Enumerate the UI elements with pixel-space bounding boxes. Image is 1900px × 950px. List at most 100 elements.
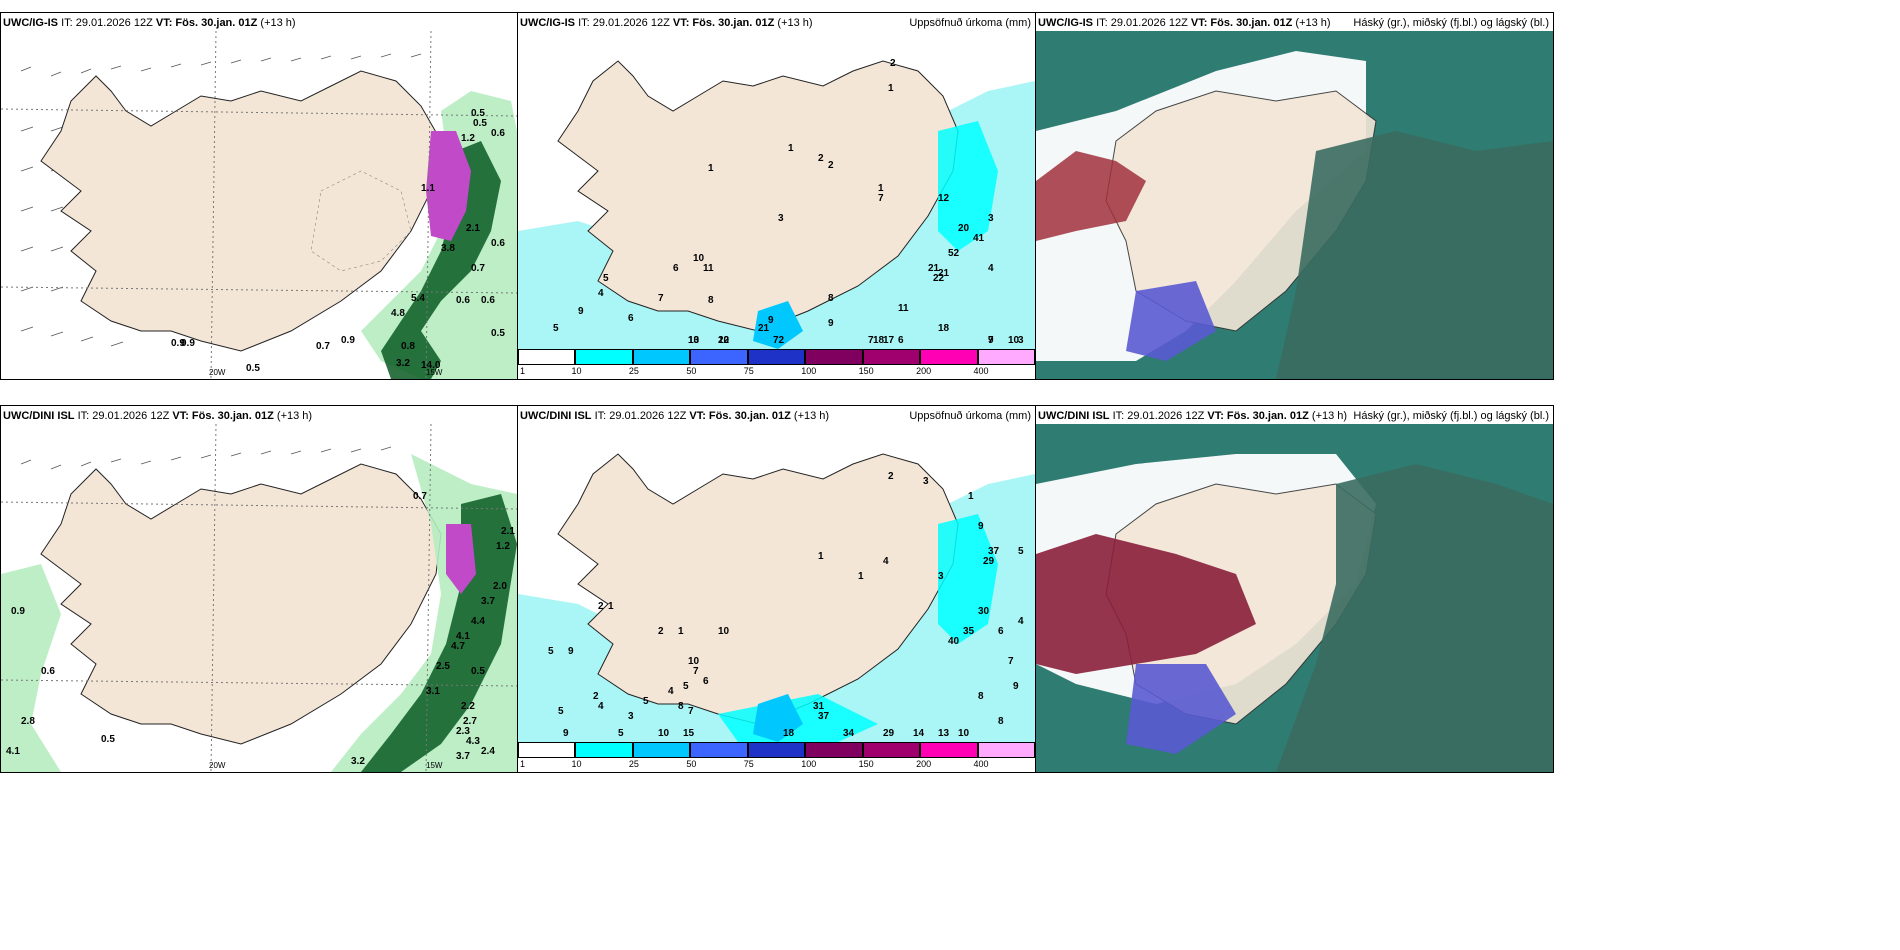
- wind-value-label: 4.8: [391, 308, 405, 319]
- valid-time: Fös. 30.jan. 01Z: [708, 410, 791, 422]
- precip-value-label: 3: [1018, 335, 1024, 346]
- wind-value-label: 1.2: [461, 133, 475, 144]
- precip-value-label: 34: [843, 728, 855, 739]
- colorbar-tick: 50: [686, 759, 697, 769]
- wind-value-labels: 0.5 1.2 0.6 0.5 1.1 3.8 0.7 0.6 0.6 0.6 5.4 4.8 0.7 0…: [171, 108, 505, 374]
- precip-value-labels: 2112211373412204152212122101167589456131…: [553, 58, 1024, 346]
- precip-value-label: 5: [643, 696, 649, 707]
- precip-value-label: 3: [628, 711, 634, 722]
- cloud-red: [1036, 151, 1146, 241]
- precip-value-label: 72: [773, 335, 785, 346]
- colorbar-tick: 100: [801, 366, 817, 376]
- wind-value-label: 5.4: [411, 293, 425, 304]
- precip-value-label: 10: [688, 335, 700, 346]
- wind-value-labels: 0.70.90.62.80.52.11.22.03.74.44.74.12.5 0…: [6, 491, 515, 767]
- colorbar-tick: 10: [571, 366, 582, 376]
- vt-label: VT:: [1190, 17, 1208, 29]
- precip-value-label: 1: [708, 163, 714, 174]
- wind-value-label: 0.9: [171, 338, 185, 349]
- panel-title: UWC/DINI ISL IT: 29.01.2026 12Z VT: Fös.…: [520, 410, 829, 422]
- precip-value-label: 1: [788, 143, 794, 154]
- precip-value-label: 2: [598, 601, 604, 612]
- colorbar-swatch: [805, 349, 863, 365]
- colorbar-tick: 200: [916, 759, 932, 769]
- precip-value-label: 8: [708, 295, 714, 306]
- cloud-panel-row1: UWC/IG-IS IT: 29.01.2026 12Z VT: Fös. 30…: [1035, 12, 1554, 380]
- precip-cyan-east: [938, 121, 998, 251]
- valid-time: Fös. 30.jan. 01Z: [1226, 410, 1309, 422]
- wind-value-label: 0.9: [181, 338, 195, 349]
- dark-green-precip: [361, 494, 517, 772]
- vt-label: VT:: [1207, 410, 1224, 422]
- colorbar-tick: 150: [858, 759, 874, 769]
- cloud-green-east: [1276, 464, 1553, 772]
- wind-value-label: 2.0: [493, 581, 507, 592]
- precip-map: 2112211373412204152212122101167589456131…: [518, 31, 1035, 349]
- wind-value-label: 4.4: [471, 616, 485, 627]
- panel-title: UWC/IG-IS IT: 29.01.2026 12Z VT: Fös. 30…: [520, 17, 813, 29]
- precip-value-label: 9: [563, 728, 569, 739]
- cloud-panel-row2: UWC/DINI ISL IT: 29.01.2026 12Z VT: Fös.…: [1035, 405, 1554, 773]
- lead-time: (+13 h): [1295, 17, 1331, 29]
- cloud-blue: [1126, 664, 1236, 754]
- colorbar-tick: 10: [571, 759, 582, 769]
- precip-value-label: 2: [818, 153, 824, 164]
- colorbar-tick: 1: [520, 366, 526, 376]
- cloud-map: [1036, 424, 1553, 772]
- precip-value-label: 15: [683, 728, 695, 739]
- colorbar-swatch: [862, 349, 921, 365]
- wind-value-label: 0.5: [471, 108, 485, 119]
- wind-value-label: 4.1: [6, 746, 20, 757]
- lead-time: (+13 h): [1311, 410, 1348, 422]
- magenta-precip: [446, 524, 476, 594]
- precip-value-label: 1: [608, 601, 614, 612]
- panel-title: UWC/IG-IS IT: 29.01.2026 12Z VT: Fös. 30…: [3, 17, 296, 29]
- vt-label: VT:: [155, 17, 173, 29]
- lon-label-15w: 15W: [426, 368, 443, 377]
- precip-value-label: 8: [678, 701, 684, 712]
- colorbar-tick: 400: [973, 366, 989, 376]
- precip-value-label: 21: [758, 323, 770, 334]
- colorbar-swatch: [920, 349, 978, 365]
- precip-value-label: 6: [673, 263, 679, 274]
- colorbar-swatch: [632, 742, 691, 758]
- precip-panel-row1: UWC/IG-IS IT: 29.01.2026 12Z VT: Fös. 30…: [517, 12, 1036, 380]
- wind-value-label: 0.9: [341, 335, 355, 346]
- model-name: UWC/DINI ISL: [3, 410, 75, 422]
- precip-title: Uppsöfnuð úrkoma (mm): [909, 410, 1031, 422]
- wind-value-label: 0.6: [491, 238, 505, 249]
- panel-title: UWC/DINI ISL IT: 29.01.2026 12Z VT: Fös.…: [3, 410, 312, 422]
- wind-value-label: 0.5: [246, 363, 260, 374]
- precip-value-label: 1: [878, 183, 884, 194]
- lead-time: (+13 h): [260, 17, 296, 29]
- colorbar-swatch: [747, 349, 806, 365]
- precip-value-label: 6: [998, 626, 1004, 637]
- precip-value-label: 5: [548, 646, 554, 657]
- init-time: IT: 29.01.2026 12Z: [77, 410, 170, 422]
- wind-value-label: 0.6: [456, 295, 470, 306]
- precip-value-label: 7: [878, 193, 884, 204]
- precip-value-label: 21: [928, 263, 940, 274]
- wind-value-label: 1.1: [421, 183, 435, 194]
- precip-value-label: 9: [978, 521, 984, 532]
- colorbar-tick: 400: [973, 759, 989, 769]
- precip-value-label: 3: [778, 213, 784, 224]
- precip-value-label: 7: [1008, 656, 1014, 667]
- precip-value-label: 31: [813, 701, 825, 712]
- precip-value-label: 1: [858, 571, 864, 582]
- precip-value-label: 3: [923, 476, 929, 487]
- precip-value-label: 17: [883, 335, 895, 346]
- precip-value-label: 11: [703, 263, 714, 274]
- wind-value-label: 0.8: [401, 341, 415, 352]
- precip-value-label: 5: [558, 706, 564, 717]
- wind-value-label: 3.1: [426, 686, 440, 697]
- wind-value-label: 2.5: [436, 661, 450, 672]
- precip-value-label: 18: [873, 335, 885, 346]
- precip-value-label: 5: [1018, 546, 1024, 557]
- precip-value-label: 35: [963, 626, 975, 637]
- colorbar-swatch: [518, 349, 576, 365]
- precip-value-label: 12: [938, 193, 950, 204]
- precip-value-label: 4: [668, 686, 674, 697]
- precip-value-label: 6: [703, 676, 709, 687]
- precip-panel-row2: UWC/DINI ISL IT: 29.01.2026 12Z VT: Fös.…: [517, 405, 1036, 773]
